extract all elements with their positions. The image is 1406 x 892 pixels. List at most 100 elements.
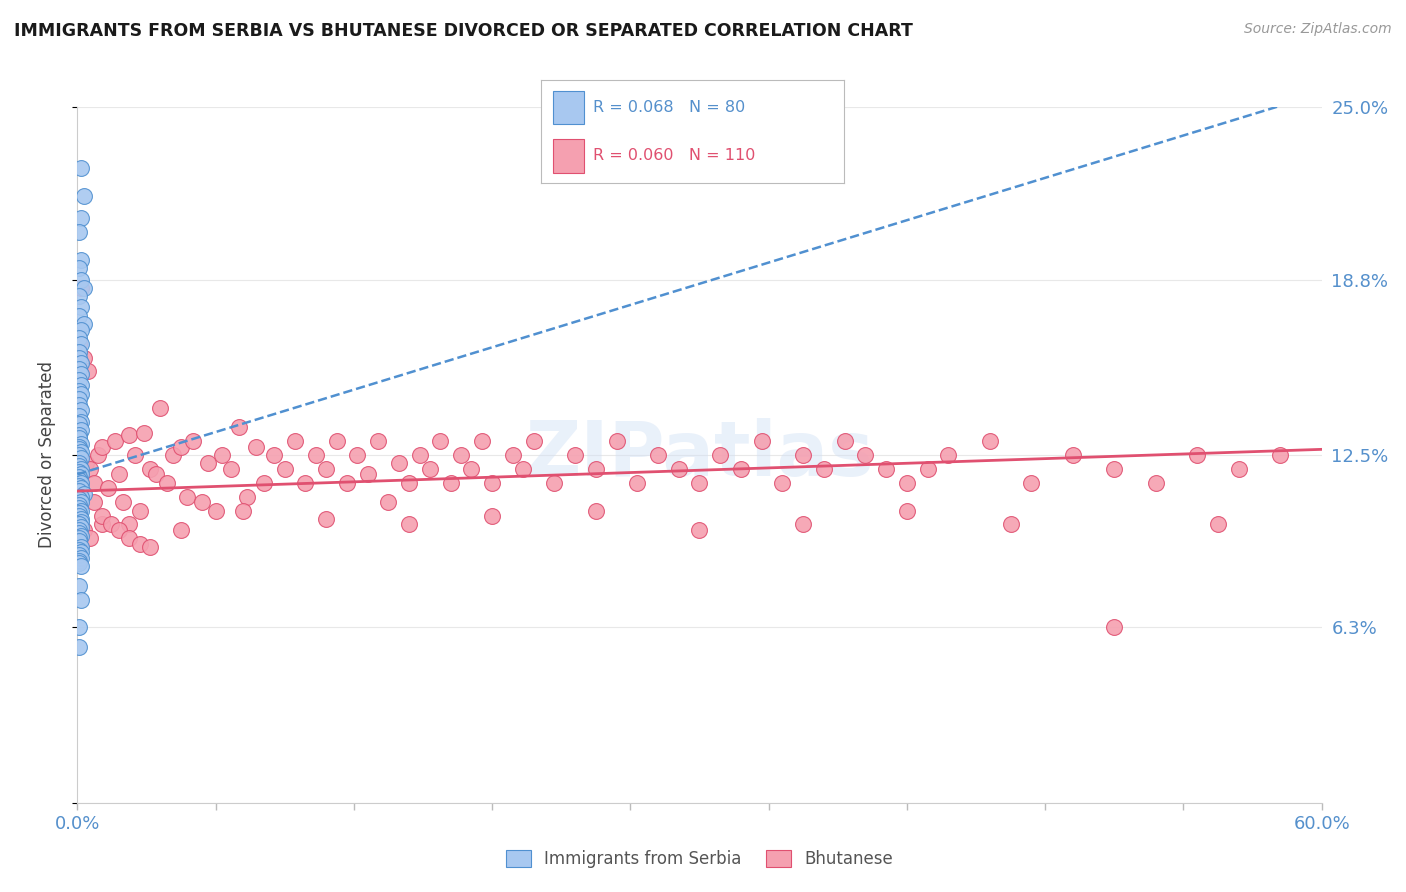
Point xyxy=(1144,475,1167,490)
Point xyxy=(87,448,110,462)
Point xyxy=(67,440,90,454)
Point xyxy=(72,317,94,331)
Point xyxy=(176,490,198,504)
Point xyxy=(730,462,752,476)
Point xyxy=(67,517,90,532)
Point xyxy=(70,336,93,351)
Point xyxy=(67,478,90,492)
Point xyxy=(67,289,90,303)
Point xyxy=(67,579,90,593)
Point xyxy=(67,509,90,524)
Point xyxy=(67,456,90,470)
Point xyxy=(118,428,141,442)
Text: R = 0.068   N = 80: R = 0.068 N = 80 xyxy=(593,100,745,115)
Point xyxy=(70,467,93,482)
Point xyxy=(228,420,250,434)
Point xyxy=(751,434,773,448)
Point xyxy=(792,448,814,462)
Point xyxy=(70,253,93,268)
Point xyxy=(100,517,122,532)
Point xyxy=(1187,448,1209,462)
Point xyxy=(274,462,297,476)
Point xyxy=(481,509,503,524)
Point xyxy=(67,498,90,512)
Point xyxy=(1104,462,1126,476)
Point xyxy=(67,458,90,473)
Point xyxy=(70,272,93,286)
Point xyxy=(67,523,90,537)
Point xyxy=(111,495,134,509)
Point xyxy=(512,462,534,476)
Point xyxy=(118,517,141,532)
Text: ZIPatlas: ZIPatlas xyxy=(526,418,873,491)
Point xyxy=(471,434,494,448)
Point xyxy=(626,475,648,490)
Bar xyxy=(554,91,583,124)
Point xyxy=(70,490,93,504)
Point xyxy=(83,475,105,490)
Point xyxy=(104,434,127,448)
Point xyxy=(429,434,451,448)
Point xyxy=(70,559,93,574)
Point xyxy=(72,281,94,295)
Point xyxy=(79,462,101,476)
Point xyxy=(91,440,114,454)
Point xyxy=(70,445,93,459)
Point xyxy=(440,475,463,490)
Point xyxy=(67,534,90,549)
Point xyxy=(72,487,94,501)
Point xyxy=(108,467,131,482)
Point xyxy=(197,456,219,470)
Point xyxy=(325,434,347,448)
Point xyxy=(67,225,90,239)
Point xyxy=(70,495,93,509)
Point xyxy=(205,503,228,517)
Point xyxy=(67,431,90,445)
Point xyxy=(305,448,328,462)
Point xyxy=(585,462,607,476)
Point xyxy=(408,448,430,462)
Point xyxy=(1227,462,1250,476)
Point xyxy=(67,384,90,398)
Point xyxy=(585,503,607,517)
Point xyxy=(70,386,93,401)
Point xyxy=(263,448,285,462)
Point xyxy=(67,507,90,521)
Point xyxy=(70,323,93,337)
Y-axis label: Divorced or Separated: Divorced or Separated xyxy=(38,361,56,549)
Point xyxy=(896,503,918,517)
Point xyxy=(70,520,93,534)
Point xyxy=(70,592,93,607)
Point xyxy=(67,331,90,345)
Point xyxy=(294,475,316,490)
Point xyxy=(70,281,93,295)
Point xyxy=(1062,448,1084,462)
Point xyxy=(67,532,90,546)
Point xyxy=(162,448,184,462)
Point xyxy=(211,448,233,462)
Point xyxy=(523,434,546,448)
Point xyxy=(67,392,90,407)
Point xyxy=(70,481,93,495)
Point xyxy=(67,492,90,507)
Point xyxy=(128,503,150,517)
Point xyxy=(97,481,120,495)
Point xyxy=(70,211,93,226)
Point xyxy=(450,448,472,462)
Point xyxy=(253,475,276,490)
Point xyxy=(896,475,918,490)
Point xyxy=(76,364,98,378)
Point xyxy=(709,448,731,462)
Point xyxy=(118,532,141,546)
Point xyxy=(813,462,835,476)
Point xyxy=(67,470,90,484)
Point xyxy=(170,523,193,537)
Point xyxy=(1206,517,1229,532)
Point xyxy=(70,512,93,526)
Point xyxy=(315,512,337,526)
Point xyxy=(564,448,586,462)
Point xyxy=(67,554,90,568)
Point xyxy=(91,509,114,524)
Point xyxy=(70,161,93,176)
Point xyxy=(67,398,90,412)
